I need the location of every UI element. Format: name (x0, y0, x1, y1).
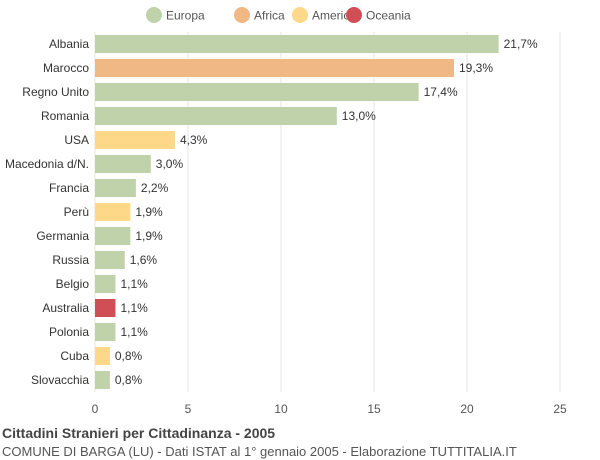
bar-row: Romania 13,0% (41, 107, 376, 125)
bar-row: Marocco 19,3% (43, 59, 493, 77)
bar-row: Macedonia d/N. 3,0% (5, 155, 184, 173)
value-label: 1,9% (135, 229, 163, 243)
legend-swatch (234, 7, 250, 23)
value-label: 4,3% (180, 133, 208, 147)
bar (95, 131, 175, 149)
bar (95, 227, 131, 245)
category-label: Francia (49, 181, 89, 195)
value-label: 1,9% (135, 205, 163, 219)
x-axis: 0 5 10 15 20 25 (92, 402, 567, 416)
bar (95, 203, 131, 221)
value-label: 1,1% (120, 301, 148, 315)
category-label: Russia (52, 253, 89, 267)
bar (95, 347, 110, 365)
bar-chart: Europa Africa America Oceania Albania 21,7% M… (5, 7, 567, 416)
bar (95, 155, 151, 173)
category-label: Cuba (60, 349, 89, 363)
bar (95, 59, 454, 77)
bar (95, 251, 125, 269)
value-label: 0,8% (115, 373, 143, 387)
bar (95, 275, 116, 293)
category-label: Polonia (49, 325, 89, 339)
x-tick-label: 25 (553, 402, 567, 416)
category-label: Romania (41, 109, 89, 123)
bar-row: Australia 1,1% (42, 299, 148, 317)
chart-bars: Albania 21,7% Marocco 19,3% Regno Unito 17,4%… (5, 35, 538, 389)
bar (95, 323, 116, 341)
legend-item-africa: Africa (234, 7, 285, 23)
category-label: Belgio (56, 277, 90, 291)
bar-row: Perù 1,9% (64, 203, 163, 221)
bar-row: USA 4,3% (64, 131, 208, 149)
legend-item-oceania: Oceania (346, 7, 411, 23)
value-label: 19,3% (459, 61, 493, 75)
category-label: Australia (42, 301, 89, 315)
bar-row: Francia 2,2% (49, 179, 169, 197)
value-label: 1,1% (120, 325, 148, 339)
value-label: 21,7% (504, 37, 538, 51)
category-label: Marocco (43, 61, 89, 75)
bar-row: Slovacchia 0,8% (31, 371, 143, 389)
bar (95, 35, 499, 53)
category-label: Macedonia d/N. (5, 157, 89, 171)
bar-row: Polonia 1,1% (49, 323, 148, 341)
legend-swatch (346, 7, 362, 23)
legend-label: Africa (254, 9, 285, 23)
value-label: 2,2% (141, 181, 169, 195)
value-label: 0,8% (115, 349, 143, 363)
chart-legend: Europa Africa America Oceania (146, 7, 411, 23)
legend-swatch (292, 7, 308, 23)
x-tick-label: 20 (460, 402, 474, 416)
legend-label: America (312, 9, 356, 23)
x-tick-label: 5 (185, 402, 192, 416)
legend-item-america: America (292, 7, 356, 23)
bar-row: Belgio 1,1% (56, 275, 148, 293)
bar-row: Cuba 0,8% (60, 347, 143, 365)
category-label: Germania (36, 229, 89, 243)
category-label: USA (64, 133, 89, 147)
bar (95, 371, 110, 389)
category-label: Slovacchia (31, 373, 89, 387)
category-label: Perù (64, 205, 89, 219)
legend-label: Europa (166, 9, 205, 23)
x-tick-label: 10 (274, 402, 288, 416)
bar-row: Germania 1,9% (36, 227, 163, 245)
bar-row: Albania 21,7% (49, 35, 538, 53)
legend-swatch (146, 7, 162, 23)
x-tick-label: 15 (367, 402, 381, 416)
chart-subtitle: COMUNE DI BARGA (LU) - Dati ISTAT al 1° … (2, 444, 517, 459)
legend-label: Oceania (366, 9, 411, 23)
bar-row: Russia 1,6% (52, 251, 157, 269)
value-label: 1,1% (120, 277, 148, 291)
bar (95, 299, 116, 317)
legend-item-europa: Europa (146, 7, 205, 23)
bar (95, 179, 136, 197)
bar (95, 107, 337, 125)
chart-title: Cittadini Stranieri per Cittadinanza - 2… (2, 425, 276, 441)
category-label: Albania (49, 37, 89, 51)
value-label: 1,6% (130, 253, 158, 267)
value-label: 13,0% (342, 109, 376, 123)
category-label: Regno Unito (22, 85, 89, 99)
bar (95, 83, 419, 101)
x-tick-label: 0 (92, 402, 99, 416)
value-label: 3,0% (156, 157, 184, 171)
value-label: 17,4% (424, 85, 458, 99)
bar-row: Regno Unito 17,4% (22, 83, 458, 101)
